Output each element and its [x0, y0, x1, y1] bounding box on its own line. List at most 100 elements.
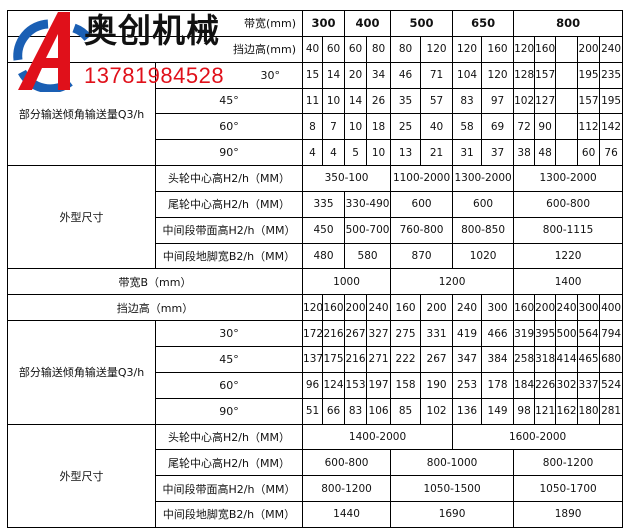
edge-height-value: 160 [322, 294, 346, 322]
capacity-value: 13 [390, 139, 422, 167]
edge-height-value: 60 [322, 35, 346, 63]
capacity-value: 98 [513, 397, 536, 425]
capacity-value: 136 [452, 397, 483, 425]
capacity-value: 4 [302, 139, 324, 167]
edge-height-value: 240 [452, 294, 483, 322]
table-row: 60° 96 124 153 197 158 190 253 178 184 226 302 337 52… [8, 371, 624, 399]
capacity-value: 96 [302, 371, 324, 399]
capacity-value: 337 [577, 371, 601, 399]
capacity-value: 38 [513, 139, 536, 167]
capacity-value: 395 [534, 320, 557, 347]
edge-height-value: 120 [302, 294, 324, 322]
capacity-value: 302 [555, 371, 579, 399]
dimension-value: 800-1000 [390, 449, 515, 477]
dimension-value: 1100-2000 [390, 165, 454, 192]
edge-height-value: 400 [599, 294, 624, 322]
edge-height-value: 200 [577, 35, 601, 63]
dimension-value: 480 [302, 242, 346, 270]
capacity-value: 10 [344, 113, 368, 141]
dimension-value: 1400-2000 [302, 423, 454, 451]
capacity-value: 500 [555, 320, 579, 347]
edge-height-value: 120 [420, 35, 454, 63]
capacity-value: 83 [452, 87, 483, 115]
edge-height-value: 200 [420, 294, 454, 322]
capacity-value: 319 [513, 320, 536, 347]
capacity-value: 253 [452, 371, 483, 399]
edge-height-value: 160 [481, 35, 515, 63]
spec-table: 带宽(mm) 300 400 500 650 800 挡边高(mm) 40 60 60 80 80 12… [6, 10, 624, 528]
capacity-value: 10 [366, 139, 392, 167]
table-row: 中间段带面高H2/h（MM） 800-1200 1050-1500 1050-1700 [8, 475, 624, 503]
capacity-value: 327 [366, 320, 392, 347]
capacity-value: 14 [322, 61, 346, 89]
capacity-value: 281 [599, 397, 624, 425]
capacity-value: 83 [344, 397, 368, 425]
capacity-value: 216 [322, 320, 346, 347]
edge-height-value [555, 35, 579, 63]
table-row: 外型尺寸 头轮中心高H2/h（MM） 1400-2000 1600-2000 [7, 423, 624, 528]
capacity-value [555, 113, 579, 141]
dimension-name: 尾轮中心高H2/h（MM） [154, 449, 304, 477]
belt-width-header: 400 [344, 10, 392, 37]
capacity-value: 331 [420, 320, 454, 347]
dimension-name: 头轮中心高H2/h（MM） [154, 165, 304, 192]
capacity-value: 564 [577, 320, 601, 347]
capacity-value: 157 [534, 61, 557, 89]
dimension-value: 1300-2000 [452, 165, 515, 192]
dimension-value: 1050-1500 [390, 475, 515, 503]
capacity-value: 66 [322, 397, 346, 425]
capacity-value: 46 [390, 61, 422, 89]
capacity-value: 184 [513, 371, 536, 399]
belt-width-value: 1200 [390, 268, 515, 296]
capacity-value: 106 [366, 397, 392, 425]
capacity-value: 5 [344, 139, 368, 167]
capacity-value: 153 [344, 371, 368, 399]
dimension-value: 800-850 [452, 216, 515, 244]
dimension-value: 600-800 [513, 190, 624, 218]
belt-width-header: 300 [302, 10, 346, 37]
capacity-value: 26 [366, 87, 392, 115]
edge-height-value: 300 [481, 294, 515, 322]
dimension-name: 中间段带面高H2/h（MM） [154, 475, 304, 503]
dimension-value: 1020 [452, 242, 515, 270]
capacity-value: 90 [534, 113, 557, 141]
capacity-value: 275 [390, 320, 422, 347]
capacity-value: 680 [599, 345, 624, 373]
belt-width-header: 650 [452, 10, 515, 37]
capacity-value: 21 [420, 139, 454, 167]
capacity-value: 102 [420, 397, 454, 425]
capacity-value [555, 139, 579, 167]
capacity-value: 267 [344, 320, 368, 347]
capacity-value: 235 [599, 61, 624, 89]
capacity-value: 271 [366, 345, 392, 373]
capacity-value: 197 [366, 371, 392, 399]
dimension-value: 760-800 [390, 216, 454, 244]
capacity-value: 72 [513, 113, 536, 141]
capacity-value [555, 61, 579, 89]
dimension-value: 450 [302, 216, 346, 244]
dimension-value: 1890 [513, 501, 624, 528]
dimension-value: 1220 [513, 242, 624, 270]
table-row: 尾轮中心高H2/h（MM） 335 330-490 600 600 600-800 [8, 190, 624, 218]
capacity-value: 127 [534, 87, 557, 115]
capacity-value: 60 [577, 139, 601, 167]
dimension-value: 600 [452, 190, 515, 218]
edge-height-value: 300 [577, 294, 601, 322]
belt-width-header: 800 [513, 10, 624, 37]
capacity-value: 465 [577, 345, 601, 373]
belt-width-label: 带宽B（mm） [6, 268, 304, 296]
dimension-name: 头轮中心高H2/h（MM） [154, 423, 304, 451]
dimension-value: 580 [344, 242, 392, 270]
capacity-value: 71 [420, 61, 454, 89]
dimension-value: 1050-1700 [513, 475, 624, 503]
capacity-value: 124 [322, 371, 346, 399]
table-row: 带宽B（mm） 1000 1200 1400 [6, 268, 624, 296]
angle-label: 45° [154, 345, 304, 373]
capacity-value: 142 [599, 113, 624, 141]
dimension-name: 中间段带面高H2/h（MM） [154, 216, 304, 244]
table-row: 部分输送倾角输送量Q3/h 30° 172 216 267 327 275 331 419 466… [7, 320, 624, 425]
dimension-value: 800-1115 [513, 216, 624, 244]
dimension-value: 600-800 [302, 449, 392, 477]
edge-height-value: 160 [390, 294, 422, 322]
edge-height-value: 160 [513, 294, 536, 322]
